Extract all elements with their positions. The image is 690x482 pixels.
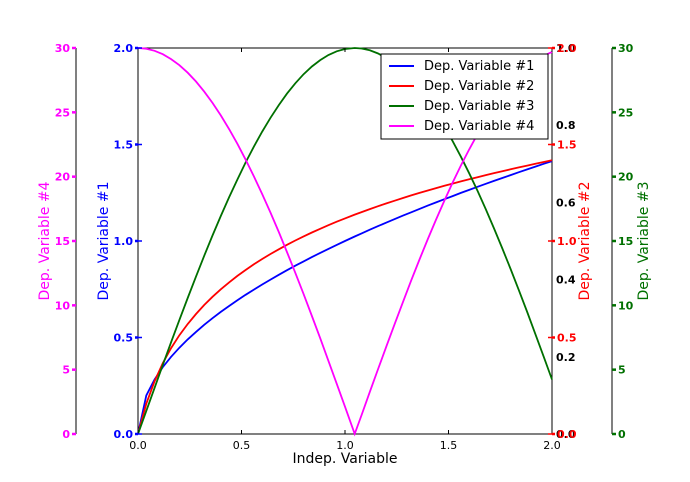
y4-tick-label-5: 25 (55, 106, 70, 119)
series-line-2 (137, 159, 553, 435)
y2-tick-label-4: 2.0 (557, 42, 577, 55)
y3-tick-label-1: 5 (618, 364, 626, 377)
y4-tick-label-2: 10 (55, 299, 71, 312)
twin-tick-label-4: 0.8 (556, 119, 576, 132)
y4-axis-title: Dep. Variable #4 (37, 181, 53, 300)
y3-tick-label-2: 10 (618, 299, 634, 312)
x-tick-label-4: 2.0 (543, 439, 561, 452)
x-tick-label-2: 1.0 (336, 439, 354, 452)
legend-label-3: Dep. Variable #3 (424, 99, 534, 114)
y4-tick-label-3: 15 (55, 235, 70, 248)
twin-tick-label-3: 0.6 (556, 196, 576, 209)
y3-tick-label-0: 0 (618, 428, 626, 441)
y2-axis-title: Dep. Variable #2 (577, 182, 593, 301)
y3-tick-label-4: 20 (618, 171, 634, 184)
legend-label-1: Dep. Variable #1 (424, 59, 534, 74)
y2-tick-label-1: 0.5 (557, 332, 577, 345)
y2-tick-label-2: 1.0 (557, 235, 577, 248)
y2-tick-label-0: 0.0 (557, 428, 577, 441)
y3-tick-label-3: 15 (618, 235, 633, 248)
y4-tick-label-1: 5 (62, 364, 70, 377)
y3-axis-title: Dep. Variable #3 (636, 182, 652, 301)
y1-tick-label-2: 1.0 (114, 235, 134, 248)
legend-label-4: Dep. Variable #4 (424, 119, 534, 134)
twin-tick-label-1: 0.2 (556, 351, 576, 364)
legend-label-2: Dep. Variable #2 (424, 79, 534, 94)
twin-tick-label-2: 0.4 (556, 274, 576, 287)
y4-tick-label-4: 20 (55, 171, 71, 184)
legend-box (380, 53, 549, 140)
x-axis-title: Indep. Variable (293, 451, 398, 467)
x-tick-label-0: 0.0 (129, 439, 147, 452)
x-tick-label-1: 0.5 (233, 439, 251, 452)
y1-tick-label-0: 0.0 (114, 428, 134, 441)
y1-tick-label-3: 1.5 (114, 139, 134, 152)
legend: Dep. Variable #1 Dep. Variable #2 Dep. V… (380, 53, 549, 140)
y4-tick-label-6: 30 (55, 42, 71, 55)
y3-tick-label-6: 30 (618, 42, 634, 55)
x-tick-label-3: 1.5 (440, 439, 458, 452)
series-line-1 (137, 160, 553, 435)
y3-tick-label-5: 25 (618, 106, 633, 119)
y1-tick-label-4: 2.0 (114, 42, 134, 55)
twin-tick-label-5: 1.0 (556, 42, 576, 55)
y1-axis-title: Dep. Variable #1 (96, 182, 112, 301)
y4-tick-label-0: 0 (62, 428, 70, 441)
axes-layer: 0.0 0.5 1.0 1.5 2.00.00.51.01.52.00510152025… (55, 42, 634, 452)
twin-tick-label-0: 0.0 (556, 428, 576, 441)
y2-tick-label-3: 1.5 (557, 139, 577, 152)
y1-tick-label-1: 0.5 (114, 332, 134, 345)
